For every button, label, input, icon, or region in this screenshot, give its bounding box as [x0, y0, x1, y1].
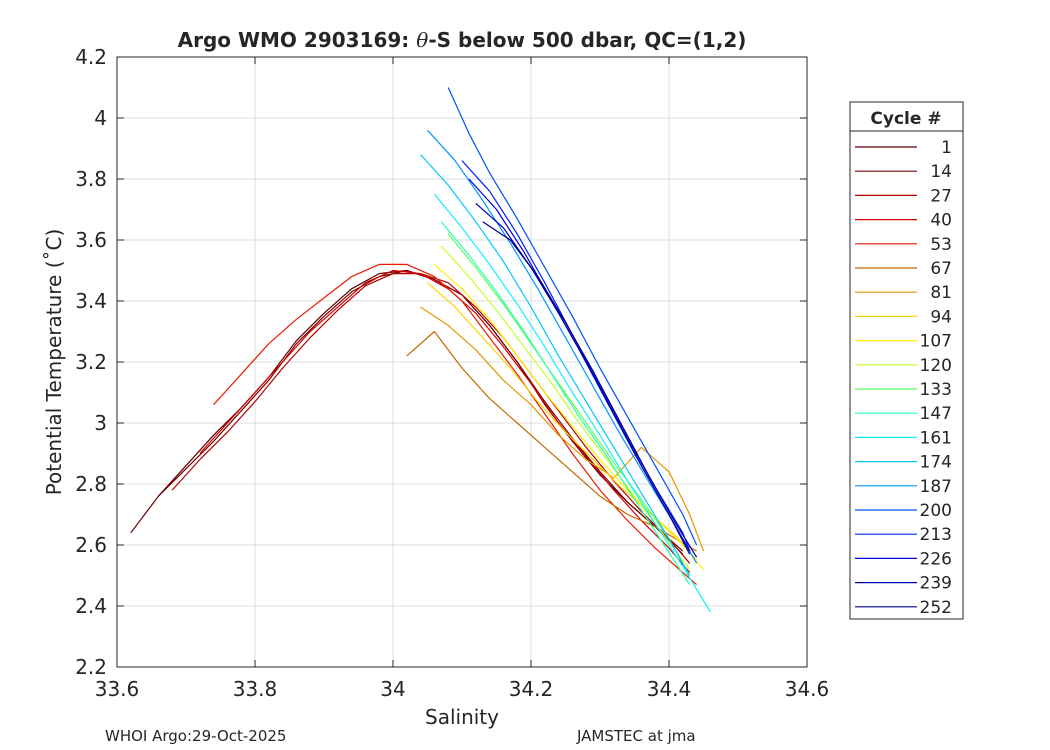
legend-label-cycle-213: 213 [920, 525, 952, 545]
x-tick-label: 34.4 [647, 677, 692, 701]
legend-label-cycle-40: 40 [930, 211, 952, 231]
legend-label-cycle-239: 239 [920, 574, 952, 594]
legend-label-cycle-200: 200 [920, 501, 952, 521]
legend-label-cycle-53: 53 [930, 235, 952, 255]
series-line-cycle-120 [440, 245, 691, 570]
series-line-cycle-161 [433, 193, 711, 613]
legend-label-cycle-14: 14 [930, 162, 952, 182]
legend-label-cycle-1: 1 [941, 138, 952, 158]
y-tick-labels: 2.2 2.4 2.6 2.8 3 3.2 3.4 3.6 3.8 4 4.2 [75, 45, 107, 679]
series-line-cycle-174 [420, 154, 691, 576]
y-tick-label: 4 [94, 106, 107, 130]
legend-label-cycle-67: 67 [930, 259, 952, 279]
footer-right: JAMSTEC at jma [576, 727, 696, 745]
series-line-cycle-81 [420, 306, 705, 552]
legend-label-cycle-252: 252 [920, 598, 952, 618]
legend-label-cycle-187: 187 [920, 477, 952, 497]
legend-label-cycle-107: 107 [920, 332, 952, 352]
y-tick-label: 3 [94, 411, 107, 435]
series-layer [130, 87, 711, 613]
grid-lines [116, 56, 808, 668]
series-line-cycle-133 [447, 233, 691, 576]
series-line-cycle-147 [440, 221, 691, 585]
y-tick-label: 3.8 [75, 167, 107, 191]
legend-label-cycle-161: 161 [920, 428, 952, 448]
series-line-cycle-213 [461, 160, 691, 552]
legend-items: 1 14 27 40 53 67 81 94 107 120 133 147 161 174 187 200 2… [855, 138, 952, 618]
legend-title: Cycle # [870, 109, 941, 129]
tick-marks [116, 56, 808, 668]
x-tick-label: 33.6 [95, 677, 140, 701]
legend-label-cycle-94: 94 [930, 307, 952, 327]
legend-label-cycle-174: 174 [920, 453, 952, 473]
legend-label-cycle-226: 226 [920, 549, 952, 569]
series-line-cycle-107 [434, 263, 704, 570]
legend-label-cycle-133: 133 [920, 380, 952, 400]
y-tick-label: 4.2 [75, 45, 107, 69]
y-tick-label: 2.6 [75, 533, 107, 557]
y-tick-label: 2.8 [75, 472, 107, 496]
legend-label-cycle-120: 120 [920, 356, 952, 376]
x-tick-label: 33.8 [233, 677, 278, 701]
y-tick-label: 3.2 [75, 350, 107, 374]
legend: Cycle # 1 14 27 40 53 67 81 94 107 120 133 147 161 17… [849, 101, 964, 620]
series-line-cycle-53 [213, 263, 697, 586]
footer-left: WHOI Argo:29-Oct-2025 [105, 727, 286, 745]
y-tick-label: 2.4 [75, 594, 107, 618]
x-tick-label: 34.2 [509, 677, 554, 701]
y-tick-label: 3.6 [75, 228, 107, 252]
chart-title: Argo WMO 2903169: θ-S below 500 dbar, QC… [178, 28, 747, 52]
x-axis-label: Salinity [425, 705, 499, 729]
chart-title-prefix: Argo WMO 2903169: [178, 28, 417, 52]
chart-title-suffix: -S below 500 dbar, QC=(1,2) [428, 28, 746, 52]
legend-box [849, 101, 964, 620]
x-tick-label: 34 [380, 677, 405, 701]
legend-label-cycle-81: 81 [930, 283, 952, 303]
series-line-cycle-200 [447, 87, 698, 546]
chart-title-theta: θ [416, 28, 428, 52]
series-line-cycle-252 [482, 221, 698, 558]
y-axis-label: Potential Temperature (˚C) [42, 229, 66, 496]
y-tick-label: 2.2 [75, 655, 107, 679]
series-line-cycle-187 [427, 129, 698, 564]
x-tick-labels: 33.6 33.8 34 34.2 34.4 34.6 [95, 677, 830, 701]
series-line-cycle-239 [475, 202, 691, 555]
x-tick-label: 34.6 [785, 677, 830, 701]
legend-label-cycle-147: 147 [920, 404, 952, 424]
y-tick-label: 3.4 [75, 289, 107, 313]
legend-label-cycle-27: 27 [930, 186, 952, 206]
